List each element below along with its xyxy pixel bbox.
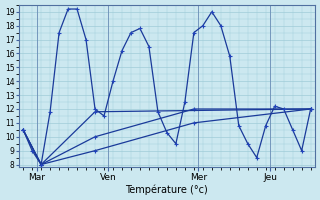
X-axis label: Température (°c): Température (°c)	[125, 185, 208, 195]
